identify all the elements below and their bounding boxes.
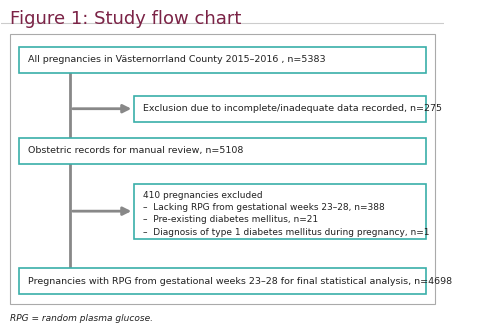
Text: –  Pre-existing diabetes mellitus, n=21: – Pre-existing diabetes mellitus, n=21 [143,215,318,224]
FancyBboxPatch shape [19,47,426,73]
Text: All pregnancies in Västernorrland County 2015–2016 , n=5383: All pregnancies in Västernorrland County… [28,55,325,64]
Text: Figure 1: Study flow chart: Figure 1: Study flow chart [10,10,241,28]
Text: Obstetric records for manual review, n=5108: Obstetric records for manual review, n=5… [28,147,243,155]
FancyBboxPatch shape [19,138,426,164]
FancyBboxPatch shape [134,183,426,239]
Text: –  Diagnosis of type 1 diabetes mellitus during pregnancy, n=1: – Diagnosis of type 1 diabetes mellitus … [143,228,430,237]
Text: Pregnancies with RPG from gestational weeks 23–28 for final statistical analysis: Pregnancies with RPG from gestational we… [28,277,452,286]
FancyBboxPatch shape [19,268,426,294]
Text: –  Lacking RPG from gestational weeks 23–28, n=388: – Lacking RPG from gestational weeks 23–… [143,203,385,212]
Text: RPG = random plasma glucose.: RPG = random plasma glucose. [10,314,153,323]
Text: Exclusion due to incomplete/inadequate data recorded, n=275: Exclusion due to incomplete/inadequate d… [143,104,442,113]
Text: 410 pregnancies excluded: 410 pregnancies excluded [143,191,263,200]
FancyBboxPatch shape [134,96,426,122]
FancyBboxPatch shape [10,34,435,304]
